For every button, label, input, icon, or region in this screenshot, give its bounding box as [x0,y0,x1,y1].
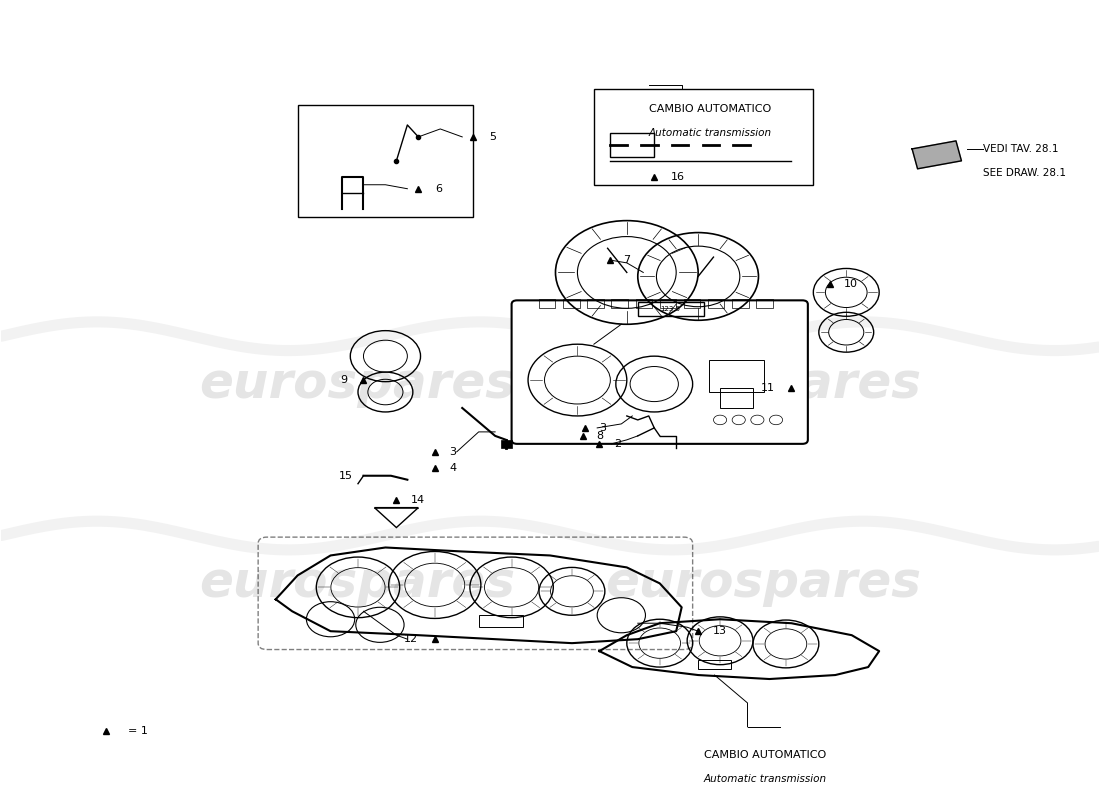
Text: 15: 15 [339,470,352,481]
Text: eurospares: eurospares [605,360,921,408]
Bar [698,660,732,670]
Text: eurospares: eurospares [605,559,921,607]
Bar [733,298,749,308]
FancyBboxPatch shape [512,300,807,444]
Text: 8: 8 [596,431,603,441]
Text: eurospares: eurospares [199,559,515,607]
Text: 7: 7 [624,255,630,266]
Bar [594,89,813,185]
Text: 13: 13 [713,626,726,636]
Bar [638,302,704,316]
Bar [684,298,701,308]
Text: VEDI TAV. 28.1: VEDI TAV. 28.1 [983,144,1059,154]
Text: 16: 16 [671,172,684,182]
Bar [587,298,604,308]
Text: 10: 10 [844,279,858,290]
Bar [298,105,473,217]
Polygon shape [912,141,961,169]
Text: 3: 3 [600,423,606,433]
Bar [720,388,754,408]
Text: 5: 5 [490,132,497,142]
Text: 9: 9 [340,375,346,385]
Bar [500,440,512,448]
Bar [660,298,676,308]
Text: 6: 6 [434,184,442,194]
Text: CAMBIO AUTOMATICO: CAMBIO AUTOMATICO [704,750,826,760]
Text: 14: 14 [410,494,425,505]
Bar [610,133,654,157]
Text: CAMBIO AUTOMATICO: CAMBIO AUTOMATICO [649,104,771,114]
Text: eurospares: eurospares [199,360,515,408]
Text: 11: 11 [761,383,774,393]
Bar [539,298,556,308]
Text: = 1: = 1 [128,726,147,736]
Bar [478,615,522,627]
Text: 2: 2 [614,439,620,449]
Text: Automatic transmission: Automatic transmission [704,774,827,784]
Text: 3: 3 [449,447,456,457]
Text: 4: 4 [449,462,456,473]
Bar [612,298,628,308]
Bar [636,298,652,308]
Bar [710,360,764,392]
Text: 123.5: 123.5 [661,306,681,312]
Text: SEE DRAW. 28.1: SEE DRAW. 28.1 [983,168,1066,178]
Bar [708,298,725,308]
Text: 12: 12 [404,634,418,644]
Bar [563,298,580,308]
Bar [757,298,772,308]
Text: Automatic transmission: Automatic transmission [649,128,772,138]
